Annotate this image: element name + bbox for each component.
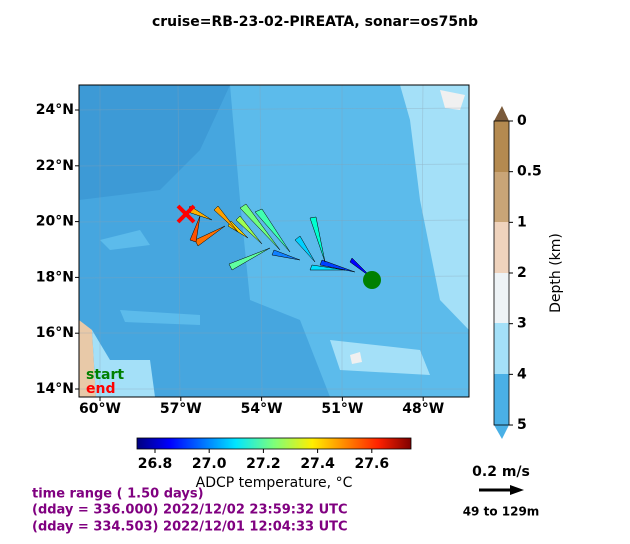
info-line: (dday = 336.000) 2022/12/02 23:59:32 UTC (32, 503, 348, 518)
temperature-tick-label: 27.6 (355, 456, 390, 472)
temperature-tick-label: 27.2 (246, 456, 281, 472)
depth-tick-label: 1 (517, 214, 527, 230)
lon-label: 54°W (241, 401, 283, 417)
temperature-tick-label: 27.4 (300, 456, 335, 472)
lat-label: 20°N (36, 214, 74, 230)
depth-tick-label: 0.5 (517, 164, 542, 180)
depth-tick-label: 3 (517, 316, 527, 332)
end-label: end (86, 381, 115, 397)
lon-label: 57°W (160, 401, 202, 417)
depth-tick-label: 2 (517, 265, 527, 281)
lon-label: 51°W (321, 401, 363, 417)
info-line: (dday = 334.503) 2022/12/01 12:04:33 UTC (32, 520, 348, 535)
lon-label: 60°W (79, 401, 121, 417)
velocity-vectors (187, 203, 373, 279)
depth-tick-label: 5 (517, 417, 527, 433)
map-frame (78, 84, 470, 398)
depth-colorbar (493, 106, 510, 439)
temperature-colorbar (136, 437, 412, 450)
depth-tick-label: 4 (517, 366, 527, 382)
lat-label: 18°N (36, 269, 74, 285)
temperature-tick-label: 27.0 (192, 456, 227, 472)
temperature-tick-label: 26.8 (138, 456, 173, 472)
lat-label: 14°N (36, 381, 74, 397)
end-marker (176, 204, 196, 224)
lat-label: 16°N (36, 325, 74, 341)
map-background (79, 85, 469, 397)
info-line: time range ( 1.50 days) (32, 487, 204, 502)
start-marker (363, 271, 381, 289)
depth-tick-label: 0 (517, 113, 527, 129)
title: cruise=RB-23-02-PIREATA, sonar=os75nb (152, 14, 478, 30)
depth-label: Depth (km) (548, 233, 564, 313)
scale-depth: 49 to 129m (463, 505, 540, 519)
lat-label: 22°N (36, 158, 74, 174)
scale-arrow (479, 485, 524, 495)
lat-label: 24°N (36, 102, 74, 118)
start-label: start (86, 367, 124, 383)
lon-label: 48°W (402, 401, 444, 417)
scale-speed: 0.2 m/s (472, 464, 530, 480)
temperature-label: ADCP temperature, °C (196, 475, 353, 491)
